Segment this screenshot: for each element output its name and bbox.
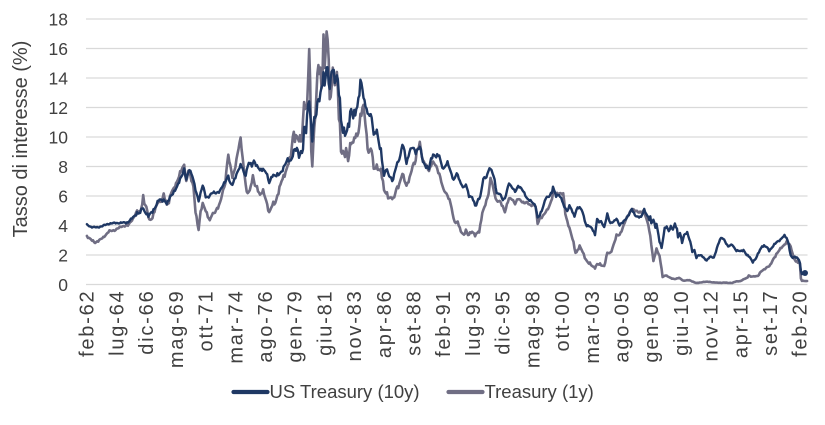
svg-text:set-88: set-88 bbox=[404, 290, 426, 356]
svg-text:gen-08: gen-08 bbox=[641, 290, 663, 363]
svg-text:mar-03: mar-03 bbox=[582, 290, 604, 364]
svg-text:lug-64: lug-64 bbox=[106, 290, 128, 356]
svg-text:Treasury (1y): Treasury (1y) bbox=[485, 381, 594, 402]
svg-text:16: 16 bbox=[49, 39, 68, 59]
svg-text:feb-20: feb-20 bbox=[790, 290, 812, 358]
svg-text:feb-62: feb-62 bbox=[77, 290, 99, 358]
svg-text:Tasso di interesse (%): Tasso di interesse (%) bbox=[10, 41, 32, 238]
svg-text:set-17: set-17 bbox=[760, 290, 782, 356]
svg-text:nov-12: nov-12 bbox=[701, 290, 723, 362]
svg-text:mar-74: mar-74 bbox=[225, 290, 247, 364]
svg-text:2: 2 bbox=[58, 246, 68, 266]
svg-text:14: 14 bbox=[49, 69, 69, 89]
svg-text:18: 18 bbox=[49, 10, 68, 30]
svg-text:12: 12 bbox=[49, 98, 68, 118]
svg-text:ago-76: ago-76 bbox=[255, 290, 277, 363]
svg-text:apr-15: apr-15 bbox=[730, 290, 752, 359]
svg-text:4: 4 bbox=[58, 216, 68, 236]
svg-text:8: 8 bbox=[58, 157, 68, 177]
svg-text:giu-81: giu-81 bbox=[314, 290, 336, 356]
svg-text:ott-00: ott-00 bbox=[552, 290, 574, 352]
svg-text:ago-05: ago-05 bbox=[612, 290, 634, 363]
svg-text:nov-83: nov-83 bbox=[344, 290, 366, 362]
svg-text:ott-71: ott-71 bbox=[195, 290, 217, 352]
svg-text:6: 6 bbox=[58, 187, 68, 207]
svg-text:feb-91: feb-91 bbox=[433, 290, 455, 358]
svg-text:apr-86: apr-86 bbox=[374, 290, 396, 359]
svg-text:US Treasury (10y): US Treasury (10y) bbox=[270, 381, 420, 402]
svg-text:10: 10 bbox=[49, 128, 69, 148]
svg-text:giu-10: giu-10 bbox=[671, 290, 693, 356]
svg-text:lug-93: lug-93 bbox=[463, 289, 485, 355]
svg-text:mag-69: mag-69 bbox=[166, 290, 188, 369]
svg-text:dic-66: dic-66 bbox=[136, 290, 158, 355]
svg-text:mag-98: mag-98 bbox=[522, 290, 544, 369]
svg-text:gen-79: gen-79 bbox=[285, 290, 307, 363]
svg-text:0: 0 bbox=[58, 275, 68, 295]
svg-text:dic-95: dic-95 bbox=[493, 290, 515, 355]
